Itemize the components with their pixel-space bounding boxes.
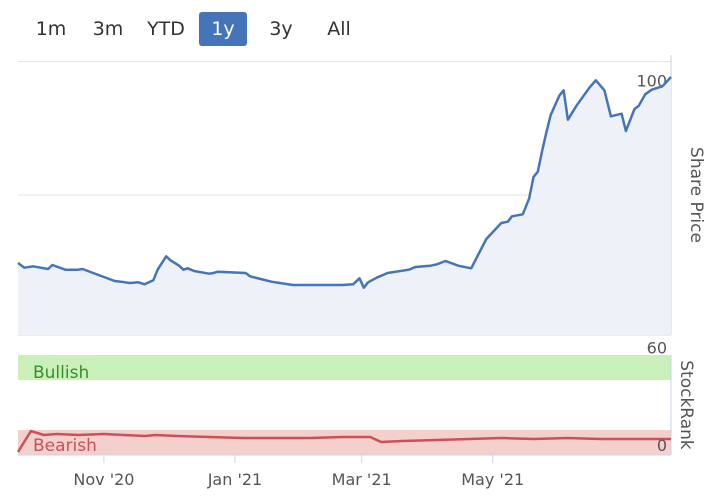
bearish-label: Bearish	[33, 436, 97, 456]
price-tick-label: 100	[636, 72, 667, 91]
range-3y-button[interactable]: 3y	[269, 18, 293, 40]
stockrank-series-line	[16, 429, 671, 453]
rank-plot-area	[18, 355, 671, 455]
price-tick-label: 60	[647, 338, 667, 357]
bullish-label: Bullish	[33, 363, 89, 383]
price-area-fill	[18, 77, 671, 335]
range-all-button[interactable]: All	[327, 18, 351, 40]
stockrank-panel: Bullish Bearish 0 StockRank	[16, 355, 696, 456]
bearish-band	[18, 430, 671, 455]
price-series-line	[17, 76, 672, 289]
price-tick-label: 80	[647, 205, 667, 224]
date-axis: Nov '20 Jan '21 Mar '21 May '21	[73, 455, 524, 489]
range-3m-button[interactable]: 3m	[92, 18, 124, 40]
rank-tick-label: 0	[657, 436, 667, 455]
price-plot-area	[18, 55, 671, 335]
x-tick-label: Mar '21	[332, 470, 392, 489]
range-1m-button[interactable]: 1m	[35, 18, 67, 40]
x-tick-label: May '21	[461, 470, 524, 489]
range-1y-button[interactable]: 1y	[199, 12, 247, 46]
share-price-axis-label: Share Price	[686, 147, 706, 243]
x-tick-label: Jan '21	[207, 470, 263, 489]
bullish-band	[18, 355, 671, 380]
stockrank-axis-label: StockRank	[676, 360, 696, 450]
range-ytd-button[interactable]: YTD	[147, 18, 185, 40]
share-price-panel: 60 80 100 Share Price	[17, 55, 706, 357]
x-tick-label: Nov '20	[73, 470, 134, 489]
